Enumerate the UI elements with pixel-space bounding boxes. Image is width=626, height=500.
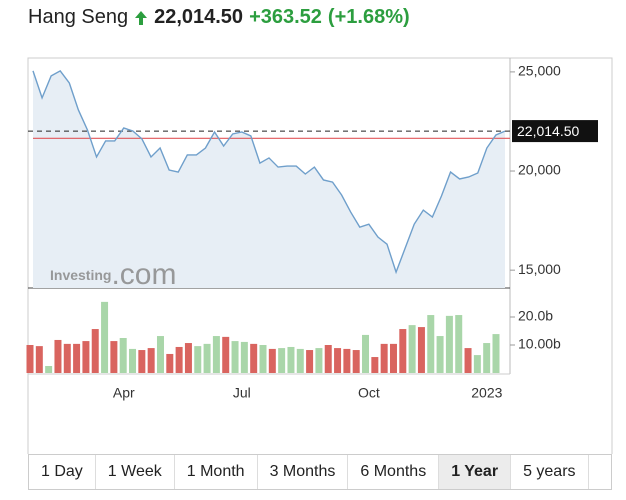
y-tick-label: 10.00b bbox=[518, 336, 561, 352]
volume-bar bbox=[436, 336, 444, 373]
volume-bar bbox=[334, 348, 342, 373]
volume-bar bbox=[101, 301, 109, 373]
x-tick-label: Apr bbox=[113, 385, 135, 401]
volume-bar bbox=[110, 341, 118, 373]
price-box bbox=[512, 120, 598, 143]
range-button[interactable]: 5 years bbox=[511, 455, 589, 489]
x-tick-label: 2023 bbox=[471, 385, 502, 401]
volume-bar bbox=[147, 348, 155, 373]
volume-bar bbox=[296, 348, 304, 373]
volume-bar bbox=[91, 329, 99, 373]
volume-bar bbox=[287, 346, 295, 373]
volume-bar bbox=[35, 346, 43, 373]
volume-bar bbox=[175, 346, 183, 373]
range-button[interactable]: 3 Months bbox=[258, 455, 349, 489]
volume-bar bbox=[45, 366, 53, 373]
volume-bar bbox=[194, 346, 202, 373]
volume-bar bbox=[445, 315, 453, 373]
volume-bar bbox=[371, 357, 379, 373]
volume-bar bbox=[278, 348, 286, 373]
range-button[interactable]: 6 Months bbox=[348, 455, 440, 489]
volume-bar bbox=[352, 350, 360, 373]
range-bar: 1 Day 1 Week 1 Month 3 Months 6 Months 1 Year… bbox=[28, 454, 612, 490]
volume-bar bbox=[417, 327, 425, 373]
price-box-label: 22,014.50 bbox=[517, 123, 579, 139]
volume-bar bbox=[119, 338, 127, 373]
volume-bar bbox=[483, 343, 491, 373]
price: 22,014.50 bbox=[154, 6, 244, 28]
y-tick-label: 20.0b bbox=[518, 308, 553, 324]
volume-bar bbox=[156, 336, 164, 373]
chart: 15,000 20,000 25,000 22,014.50 Apr Jul Oct 2023… bbox=[26, 57, 613, 454]
volume-bar bbox=[212, 336, 220, 373]
y-tick-label: 15,000 bbox=[518, 261, 561, 277]
y-tick-label: 20,000 bbox=[518, 162, 561, 178]
volume-bar bbox=[427, 315, 435, 373]
volume-bar bbox=[54, 339, 62, 373]
volume-bar bbox=[73, 343, 81, 373]
volume-bar bbox=[222, 336, 230, 373]
index-name: Hang Seng bbox=[28, 6, 129, 28]
x-tick-label: Jul bbox=[233, 385, 251, 401]
volume-bar bbox=[231, 341, 239, 373]
range-button[interactable]: 1 Year bbox=[439, 455, 512, 489]
range-button[interactable]: 1 Week bbox=[96, 455, 175, 489]
volume-bar bbox=[203, 343, 211, 373]
volume-bar bbox=[259, 345, 267, 373]
frame bbox=[27, 57, 613, 454]
range-button[interactable]: 1 Day bbox=[29, 455, 96, 489]
volume-bar bbox=[324, 345, 332, 373]
volume-bar bbox=[473, 355, 481, 373]
range-button[interactable]: 1 Month bbox=[175, 455, 258, 489]
volume-bar bbox=[389, 343, 397, 373]
change: +363.52 bbox=[249, 6, 322, 28]
volume-bar bbox=[306, 350, 314, 373]
volume-bar bbox=[343, 348, 351, 373]
volume-bar bbox=[492, 334, 500, 373]
volume-bar bbox=[362, 334, 370, 373]
volume-bar bbox=[129, 348, 137, 373]
volume-bar bbox=[26, 345, 34, 373]
watermark: Investing.com bbox=[50, 258, 176, 291]
watermark-suffix: .com bbox=[111, 258, 176, 291]
volume-bar bbox=[250, 343, 258, 373]
volume-bar bbox=[408, 325, 416, 373]
volume-bar bbox=[399, 329, 407, 373]
volume-bar bbox=[240, 341, 248, 373]
watermark-brand: Investing bbox=[50, 267, 111, 283]
volume-bar bbox=[464, 348, 472, 373]
volume-bar bbox=[455, 315, 463, 373]
volume-bar bbox=[315, 348, 323, 373]
change-pct: (+1.68%) bbox=[327, 6, 410, 28]
price-line bbox=[32, 69, 506, 275]
volume-bar bbox=[82, 341, 90, 373]
volume-bar bbox=[380, 343, 388, 373]
x-tick-label: Oct bbox=[358, 385, 380, 401]
volume-bar bbox=[63, 343, 71, 373]
volume-bar bbox=[184, 343, 192, 373]
header: Hang Seng 22,014.50 +363.52 (+1.68%) bbox=[28, 6, 410, 29]
up-arrow bbox=[135, 10, 148, 25]
volume-bar bbox=[166, 353, 174, 373]
volume-bar bbox=[138, 350, 146, 373]
volume-bar bbox=[268, 348, 276, 373]
y-tick-label: 25,000 bbox=[518, 63, 561, 79]
price-area bbox=[33, 70, 505, 288]
